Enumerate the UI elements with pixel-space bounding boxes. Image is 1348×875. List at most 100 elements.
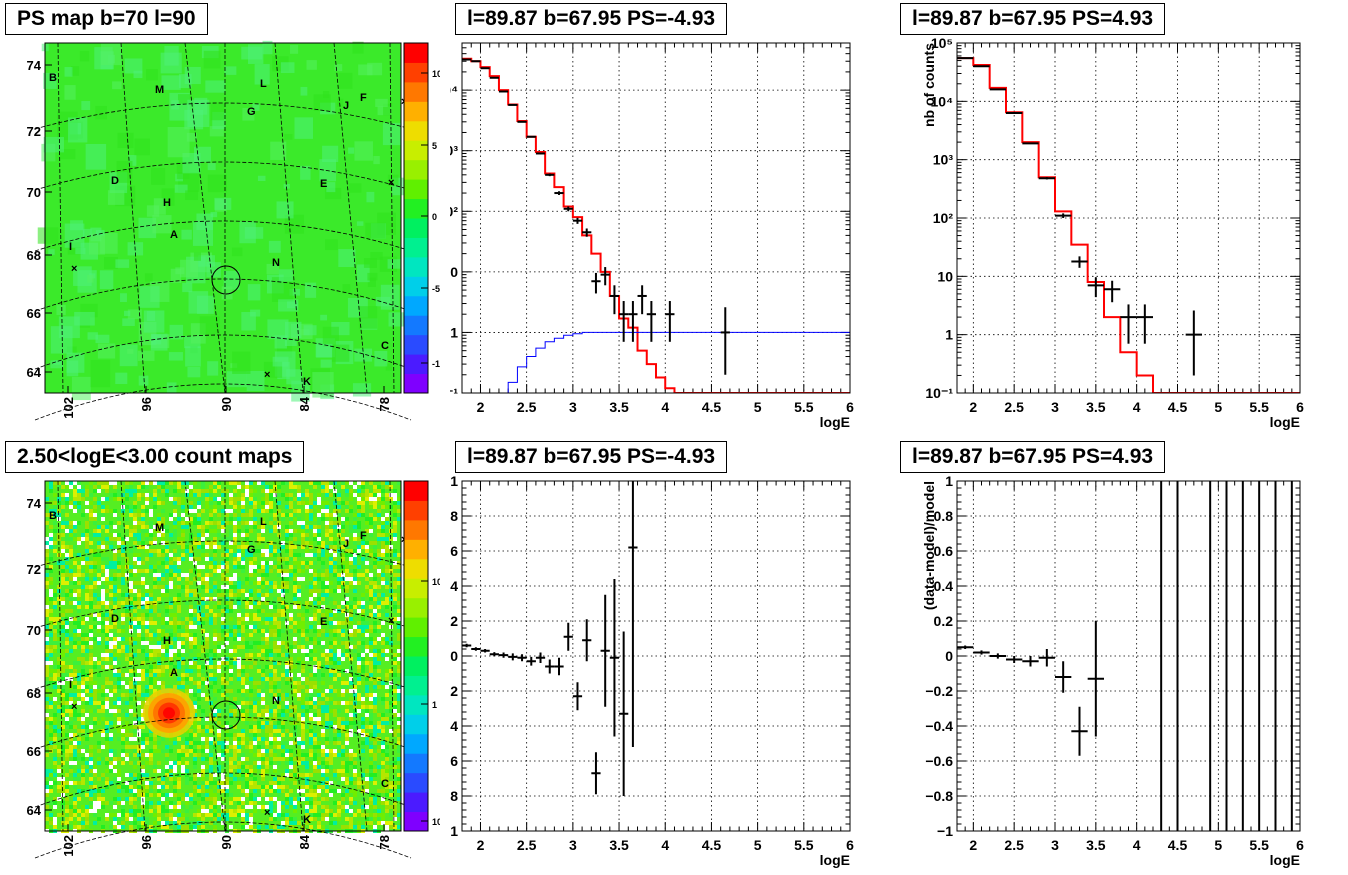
map-pixel [225, 793, 229, 797]
map-pixel [81, 621, 85, 625]
map-pixel [381, 685, 385, 689]
map-pixel [345, 501, 349, 505]
map-pixel [361, 649, 365, 653]
map-pixel [113, 673, 117, 677]
map-pixel [293, 589, 297, 593]
map-pixel [89, 601, 93, 605]
map-pixel [81, 677, 85, 681]
map-pixel [149, 617, 153, 621]
map-pixel [233, 665, 237, 669]
map-pixel [329, 809, 333, 813]
map-pixel [321, 697, 325, 701]
map-pixel [297, 789, 301, 793]
map-pixel [149, 737, 153, 741]
map-pixel [189, 589, 193, 593]
map-pixel [65, 781, 69, 785]
map-pixel [133, 681, 137, 685]
map-pixel [217, 513, 221, 517]
map-pixel [65, 481, 69, 485]
map-pixel [293, 721, 297, 725]
map-pixel [205, 553, 209, 557]
map-pixel [209, 705, 213, 709]
map-pixel [233, 553, 237, 557]
map-pixel [85, 761, 89, 765]
map-pixel [65, 625, 69, 629]
map-pixel [77, 701, 81, 705]
map-pixel [305, 649, 309, 653]
map-pixel [137, 729, 141, 733]
map-pixel [181, 745, 185, 749]
colorbar-tick-label: 10 [432, 69, 440, 79]
map-pixel [213, 481, 217, 485]
map-pixel [165, 593, 169, 597]
map-pixel [221, 741, 225, 745]
map-pixel [369, 565, 373, 569]
map-pixel [297, 585, 301, 589]
map-pixel [377, 561, 381, 565]
map-pixel [197, 557, 201, 561]
map-pixel [213, 565, 217, 569]
map-pixel [353, 513, 357, 517]
map-pixel [161, 589, 165, 593]
map-pixel [253, 705, 257, 709]
map-pixel [149, 529, 153, 533]
map-pixel [49, 701, 53, 705]
map-pixel [277, 573, 281, 577]
map-pixel [300, 165, 311, 180]
map-pixel [217, 785, 221, 789]
map-pixel [169, 597, 173, 601]
map-pixel [93, 489, 97, 493]
map-pixel [309, 673, 313, 677]
map-pixel [261, 589, 265, 593]
map-pixel [89, 641, 93, 645]
map-pixel [45, 789, 49, 793]
map-pixel [193, 757, 197, 761]
map-pixel [277, 689, 281, 693]
map-pixel [353, 753, 357, 757]
map-pixel [124, 58, 143, 74]
map-pixel [73, 741, 77, 745]
map-pixel [197, 697, 201, 701]
map-pixel [261, 649, 265, 653]
map-pixel [93, 557, 97, 561]
map-pixel [273, 605, 277, 609]
map-pixel [141, 793, 145, 797]
map-pixel [297, 561, 301, 565]
map-pixel [153, 549, 157, 553]
map-pixel [137, 613, 141, 617]
map-pixel [161, 625, 165, 629]
map-pixel [205, 545, 209, 549]
map-pixel [305, 773, 309, 777]
map-pixel [73, 597, 77, 601]
map-pixel [285, 733, 289, 737]
map-pixel [253, 613, 257, 617]
map-pixel [289, 565, 293, 569]
map-pixel [289, 717, 293, 721]
map-pixel [105, 725, 109, 729]
map-pixel [333, 669, 337, 673]
map-pixel [273, 597, 277, 601]
map-pixel [109, 641, 113, 645]
map-pixel [317, 737, 321, 741]
map-pixel [97, 741, 101, 745]
map-pixel [393, 513, 397, 517]
map-pixel [257, 577, 261, 581]
map-pixel [333, 509, 337, 513]
colorbar-swatch [404, 256, 428, 277]
map-pixel [141, 493, 145, 497]
map-pixel [309, 697, 313, 701]
map-pixel [37, 227, 59, 244]
map-pixel [157, 561, 161, 565]
map-pixel [145, 593, 149, 597]
map-pixel [245, 485, 249, 489]
map-pixel [113, 685, 117, 689]
map-pixel [245, 769, 249, 773]
map-pixel [73, 573, 77, 577]
map-pixel [237, 621, 241, 625]
map-pixel [245, 673, 249, 677]
map-pixel [253, 581, 257, 585]
map-pixel [361, 729, 365, 733]
map-pixel [117, 585, 121, 589]
map-pixel [329, 725, 333, 729]
map-pixel [125, 545, 129, 549]
